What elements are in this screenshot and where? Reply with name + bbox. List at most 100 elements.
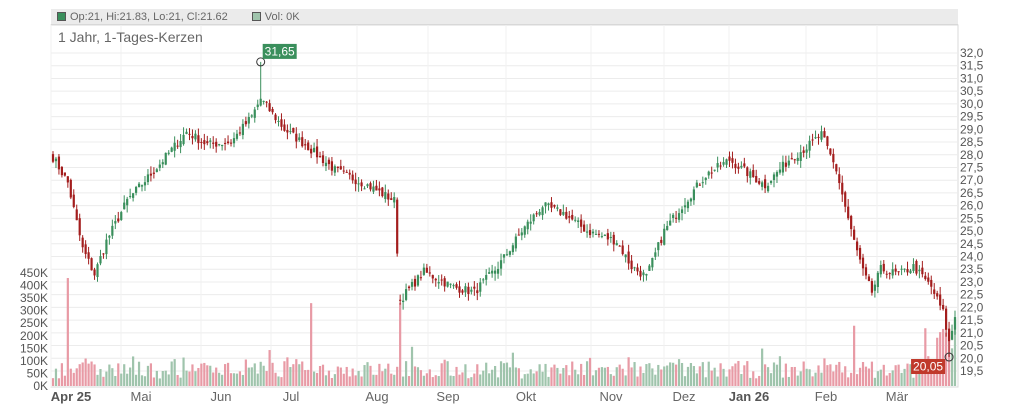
volume-bar bbox=[458, 374, 461, 386]
candle-body bbox=[716, 163, 719, 168]
candle-body bbox=[173, 142, 176, 151]
volume-bar bbox=[680, 362, 684, 386]
candle-body bbox=[740, 165, 743, 168]
volume-bar bbox=[63, 375, 66, 386]
candle-body bbox=[704, 177, 707, 181]
volume-tick-label: 50K bbox=[27, 366, 48, 380]
volume-bar bbox=[155, 370, 158, 386]
volume-bar bbox=[286, 357, 289, 386]
price-tick-label: 24,5 bbox=[960, 237, 984, 251]
candle-body bbox=[354, 179, 357, 185]
volume-bar bbox=[149, 363, 153, 386]
candle-body bbox=[802, 150, 805, 153]
candle-body bbox=[149, 173, 153, 176]
volume-bar bbox=[633, 362, 636, 386]
volume-bar bbox=[639, 366, 642, 386]
candle-body bbox=[502, 254, 506, 258]
candle-body bbox=[413, 278, 417, 287]
candle-body bbox=[283, 124, 286, 131]
volume-bar bbox=[476, 364, 479, 386]
volume-bar bbox=[259, 361, 262, 386]
candle-body bbox=[140, 185, 144, 187]
volume-bar bbox=[307, 369, 310, 386]
price-tick-label: 19,5 bbox=[960, 364, 984, 378]
candle-body bbox=[66, 176, 69, 183]
candle-body bbox=[419, 277, 423, 279]
candle-body bbox=[689, 198, 693, 202]
volume-bar bbox=[105, 371, 108, 386]
volume-bar bbox=[247, 367, 250, 386]
volume-bar bbox=[903, 368, 906, 386]
volume-bar bbox=[75, 368, 78, 386]
candle-body bbox=[541, 207, 544, 216]
volume-bar bbox=[636, 376, 639, 386]
volume-bar bbox=[434, 375, 437, 386]
volume-bar bbox=[235, 373, 239, 386]
volume-bar bbox=[921, 367, 924, 386]
price-tick-label: 21,5 bbox=[960, 313, 984, 327]
candle-body bbox=[185, 131, 188, 134]
volume-bar bbox=[568, 375, 571, 386]
candle-body bbox=[517, 234, 520, 236]
time-tick-label: Okt bbox=[516, 389, 537, 404]
volume-bar bbox=[615, 367, 618, 386]
volume-bar bbox=[327, 370, 331, 386]
volume-bar bbox=[57, 378, 61, 386]
candle-body bbox=[574, 219, 577, 221]
candle-body bbox=[117, 218, 120, 222]
volume-bar bbox=[315, 372, 319, 386]
volume-bar bbox=[689, 363, 693, 386]
candle-body bbox=[464, 286, 467, 293]
volume-bar bbox=[707, 361, 710, 386]
candle-body bbox=[707, 171, 710, 176]
candle-body bbox=[588, 230, 592, 236]
volume-bar bbox=[784, 363, 787, 386]
volume-bar bbox=[99, 369, 102, 386]
candle-body bbox=[123, 202, 126, 210]
candle-body bbox=[271, 108, 274, 113]
candle-body bbox=[357, 183, 360, 185]
candle-body bbox=[108, 235, 111, 238]
candle-body bbox=[695, 182, 698, 188]
candle-body bbox=[369, 183, 372, 190]
candle-body bbox=[624, 254, 627, 258]
volume-bar bbox=[321, 364, 325, 386]
candle-body bbox=[508, 251, 512, 255]
volume-bar bbox=[740, 374, 743, 386]
candle-body bbox=[568, 216, 571, 218]
volume-bar bbox=[505, 362, 509, 386]
candle-body bbox=[583, 224, 586, 232]
candle-body bbox=[473, 286, 476, 289]
time-tick-label: Jan 26 bbox=[729, 389, 769, 404]
volume-bar bbox=[820, 372, 823, 386]
volume-bar bbox=[446, 361, 449, 386]
candle-body bbox=[268, 103, 271, 112]
volume-bar bbox=[835, 364, 838, 386]
volume-bar bbox=[603, 367, 606, 386]
volume-bar bbox=[203, 362, 206, 386]
candle-body bbox=[461, 290, 464, 293]
candle-body bbox=[351, 174, 354, 181]
candle-body bbox=[666, 225, 669, 231]
volume-bar bbox=[876, 371, 879, 386]
candle-body bbox=[307, 142, 310, 151]
candle-body bbox=[496, 268, 500, 274]
volume-bar bbox=[565, 365, 568, 386]
candle-body bbox=[381, 187, 384, 197]
candle-body bbox=[209, 140, 212, 142]
volume-tick-label: 200K bbox=[20, 329, 48, 343]
candle-body bbox=[479, 282, 482, 292]
volume-bar bbox=[271, 362, 274, 386]
candle-body bbox=[393, 197, 396, 203]
candle-body bbox=[238, 132, 242, 134]
volume-bar bbox=[137, 361, 141, 386]
candle-body bbox=[639, 270, 642, 277]
candle-body bbox=[176, 145, 179, 147]
candle-body bbox=[832, 153, 835, 163]
candle-body bbox=[725, 159, 728, 165]
volume-bar bbox=[799, 371, 802, 386]
candle-body bbox=[784, 162, 787, 167]
candle-body bbox=[51, 154, 55, 162]
volume-bar bbox=[870, 361, 874, 386]
candle-body bbox=[692, 189, 695, 201]
